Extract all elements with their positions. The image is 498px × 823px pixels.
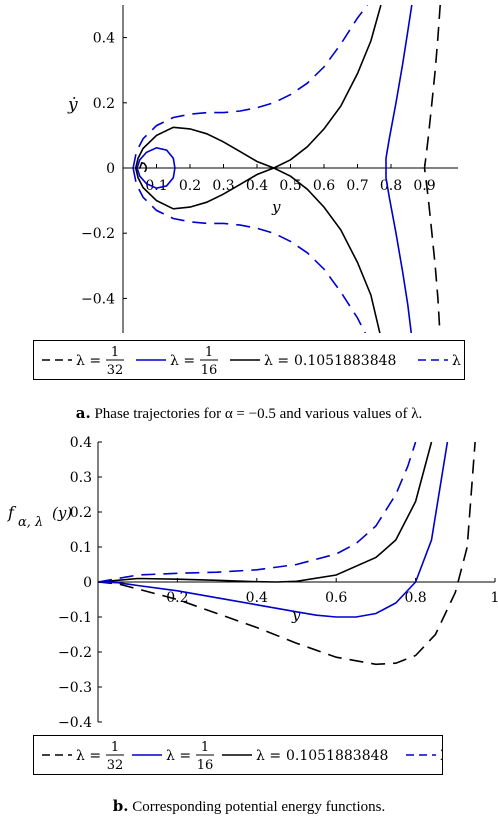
series-line	[132, 167, 367, 333]
x-tick-label: 0.2	[179, 178, 201, 194]
series-line	[136, 146, 176, 190]
series-line	[132, 5, 369, 169]
x-tick-label: 0.7	[346, 178, 368, 194]
series-line	[98, 442, 433, 583]
series-line	[134, 167, 381, 333]
series-line	[385, 5, 413, 333]
caption-a-text: Phase trajectories for α = −0.5 and vari…	[94, 406, 423, 422]
x-tick-label: 0.6	[325, 590, 347, 606]
x-tick-label: 0.8	[380, 178, 402, 194]
legend-numerator: 1	[111, 740, 119, 755]
legend-value: 0.1051883848	[286, 748, 388, 764]
legend-label: λ =	[166, 748, 191, 764]
legend-denominator: 16	[197, 758, 214, 773]
series-line	[423, 5, 441, 333]
x-axis-label: y	[271, 198, 281, 216]
x-tick-label: 0.5	[279, 178, 301, 194]
legend-label: λ =	[170, 353, 195, 369]
y-tick-label: −0.4	[58, 715, 92, 731]
legend-numerator: 1	[205, 345, 213, 360]
y-tick-label: 0.4	[70, 435, 92, 451]
y-tick-label: 0.1	[70, 540, 92, 556]
legend-label: λ =	[76, 353, 101, 369]
x-tick-label: 1	[491, 590, 498, 606]
legend-denominator: 32	[107, 363, 124, 378]
x-tick-label: 0.2	[166, 590, 188, 606]
y-tick-label: −0.2	[81, 226, 115, 242]
y-tick-label: 0.3	[70, 470, 92, 486]
y-tick-label: 0.4	[93, 31, 115, 47]
y-tick-label: 0.2	[93, 96, 115, 112]
x-tick-label: 0.4	[246, 178, 268, 194]
x-tick-label: 0.1	[145, 178, 167, 194]
legend-value: 0.1051883848	[294, 353, 396, 369]
x-tick-label: 0.9	[413, 178, 435, 194]
potential-energy-chart: 0.2 0.4 0.6 0.8 1 0.4 0.3 0.2 0.1 0 −0.1 −0.2 −0.3 −0…	[7, 435, 498, 731]
caption-b: b. Corresponding potential energy functi…	[0, 797, 498, 816]
y-tick-label: −0.3	[58, 680, 92, 696]
y-tick-label: −0.4	[81, 291, 115, 307]
x-axis-label: y	[291, 606, 301, 624]
caption-a: a. Phase trajectories for α = −0.5 and v…	[0, 404, 498, 423]
legend-label: λ =	[452, 353, 464, 369]
series-line	[138, 161, 148, 175]
caption-b-letter: b.	[112, 797, 129, 815]
y-axis-label-subscript: α, λ	[18, 515, 43, 530]
legend-label: λ =	[264, 353, 289, 369]
caption-a-letter: a.	[75, 404, 91, 422]
y-tick-label: −0.2	[58, 645, 92, 661]
series-line	[98, 442, 476, 666]
x-tick-label: 0.3	[212, 178, 234, 194]
y-tick-label: 0	[83, 575, 92, 591]
y-axis-label: f	[7, 503, 17, 522]
legend-numerator: 1	[111, 345, 119, 360]
y-tick-label: −0.1	[58, 610, 92, 626]
legend-denominator: 16	[201, 363, 218, 378]
series-line	[98, 442, 449, 618]
caption-b-text: Corresponding potential energy functions…	[132, 799, 386, 815]
y-tick-label: 0	[106, 161, 115, 177]
legend-label: λ =	[76, 748, 101, 764]
y-axis-label: ẏ	[67, 95, 78, 115]
legend-numerator: 1	[201, 740, 209, 755]
y-axis-label-argument: (y)	[52, 504, 72, 522]
y-tick-label: 0.2	[70, 505, 92, 521]
x-tick-label: 0.6	[313, 178, 335, 194]
x-tick-label: 0.4	[246, 590, 268, 606]
x-tick-label: 0.8	[404, 590, 426, 606]
legend-denominator: 32	[107, 758, 124, 773]
legend-label: λ =	[256, 748, 281, 764]
phase-trajectories-chart: 0.1 0.2 0.3 0.4 0.5 0.6 0.7 0.8 0.9 0.4 0.2 0 −0.2 −0…	[67, 5, 458, 333]
legend-label: λ =	[440, 748, 442, 764]
series-line	[98, 442, 417, 583]
series-line	[134, 5, 382, 169]
